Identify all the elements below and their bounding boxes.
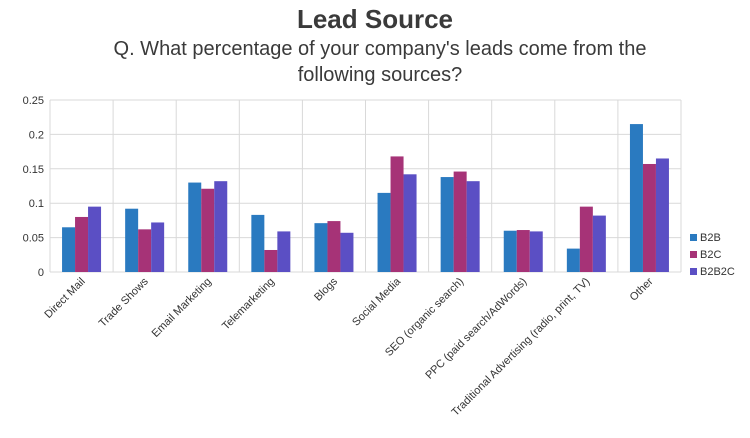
legend-label-b2b: B2B bbox=[700, 232, 721, 244]
y-tick-label: 0.05 bbox=[23, 233, 44, 245]
bar-b2b bbox=[251, 214, 265, 272]
bar-b2c bbox=[516, 230, 530, 272]
bar-b2b bbox=[62, 227, 76, 272]
bar-b2b bbox=[188, 182, 202, 272]
bar-b2b bbox=[503, 230, 517, 272]
x-tick-label: Social Media bbox=[350, 275, 404, 329]
chart-subtitle: Q. What percentage of your company's lea… bbox=[113, 38, 647, 86]
bar-b2b bbox=[377, 192, 391, 272]
gridlines bbox=[49, 99, 682, 273]
y-tick-label: 0.2 bbox=[29, 129, 44, 141]
x-tick-label: Other bbox=[628, 275, 656, 303]
bar-b2b bbox=[629, 124, 643, 272]
x-tick-label: Direct Mail bbox=[42, 276, 87, 321]
bar-b2c bbox=[642, 163, 656, 272]
y-tick-label: 0.15 bbox=[23, 164, 44, 176]
legend-swatch-b2b2c bbox=[690, 268, 697, 275]
legend: B2B B2C B2B2C bbox=[690, 232, 735, 278]
bar-b2b2c bbox=[277, 231, 291, 272]
legend-swatch-b2b bbox=[690, 234, 697, 241]
bar-b2b bbox=[314, 223, 328, 272]
bar-b2b bbox=[566, 248, 580, 272]
bar-b2b2c bbox=[655, 158, 669, 272]
legend-swatch-b2c bbox=[690, 251, 697, 258]
bar-b2b2c bbox=[592, 215, 606, 272]
x-tick-label: PPC (paid search/AdWords) bbox=[423, 276, 529, 382]
bar-b2b2c bbox=[340, 232, 354, 272]
bar-b2b2c bbox=[466, 181, 480, 272]
bar-b2c bbox=[201, 188, 215, 272]
y-tick-label: 0.1 bbox=[29, 198, 44, 210]
bars bbox=[62, 124, 669, 272]
bar-b2b2c bbox=[151, 222, 165, 272]
bar-b2b2c bbox=[214, 181, 228, 272]
bar-b2b bbox=[440, 177, 454, 272]
bar-b2c bbox=[327, 221, 341, 272]
bar-b2b2c bbox=[403, 174, 417, 272]
bar-b2c bbox=[264, 249, 278, 272]
bar-b2c bbox=[453, 171, 467, 272]
x-tick-label: Traditional Advertising (radio, print, T… bbox=[450, 276, 593, 419]
y-axis-tick-labels: 0 0.05 0.1 0.15 0.2 0.25 bbox=[23, 95, 44, 279]
bar-b2b2c bbox=[529, 231, 543, 272]
y-tick-label: 0.25 bbox=[23, 95, 44, 107]
bar-b2b2c bbox=[88, 206, 102, 272]
bar-b2c bbox=[138, 229, 152, 272]
legend-label-b2c: B2C bbox=[700, 249, 721, 261]
x-tick-label: Blogs bbox=[312, 275, 340, 303]
legend-label-b2b2c: B2B2C bbox=[700, 266, 735, 278]
bar-b2c bbox=[75, 216, 89, 272]
bar-b2b bbox=[125, 208, 139, 272]
x-tick-label: Trade Shows bbox=[97, 275, 151, 329]
bar-b2c bbox=[579, 206, 593, 272]
x-tick-label: Telemarketing bbox=[220, 276, 277, 333]
y-tick-label: 0 bbox=[38, 267, 44, 279]
chart-title: Lead Source bbox=[296, 4, 454, 34]
bar-b2c bbox=[390, 156, 404, 272]
x-tick-label: Email Marketing bbox=[150, 276, 214, 340]
